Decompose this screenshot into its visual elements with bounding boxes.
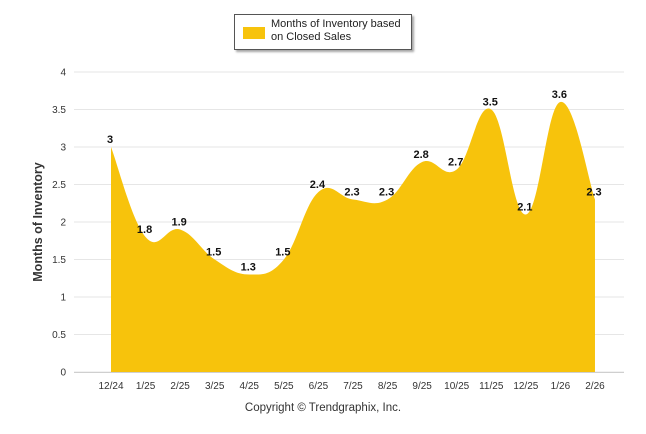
y-tick-label: 2.5 — [52, 180, 66, 191]
legend-label: Months of Inventory based on Closed Sale… — [271, 18, 401, 43]
y-tick-label: 0 — [60, 368, 66, 379]
y-tick-label: 1.5 — [52, 255, 66, 266]
y-tick-label: 3.5 — [52, 105, 66, 116]
y-tick-label: 4 — [60, 68, 66, 79]
data-label: 1.5 — [206, 247, 221, 259]
data-label: 1.5 — [275, 247, 290, 259]
legend: Months of Inventory based on Closed Sale… — [234, 14, 412, 50]
x-tick-label: 1/26 — [551, 381, 571, 392]
copyright-text: Copyright © Trendgraphix, Inc. — [244, 402, 402, 414]
data-label: 1.3 — [241, 262, 256, 274]
data-label: 2.7 — [448, 157, 463, 169]
x-tick-label: 2/26 — [585, 381, 605, 392]
x-axis-ticks: 12/24 1/25 2/25 3/25 4/25 5/25 6/25 7/25 8/25 9/2… — [98, 381, 605, 392]
x-tick-label: 8/25 — [378, 381, 398, 392]
data-label: 3.5 — [483, 97, 498, 109]
data-label: 2.1 — [517, 202, 532, 214]
data-label: 2.3 — [379, 187, 394, 199]
y-axis-title: Months of Inventory — [31, 162, 45, 282]
y-axis-ticks: 0 0.5 1 1.5 2 2.5 3 3.5 4 — [52, 68, 66, 379]
x-tick-label: 4/25 — [240, 381, 260, 392]
data-label: 3.6 — [552, 89, 567, 101]
y-tick-label: 2 — [60, 218, 66, 229]
x-tick-label: 3/25 — [205, 381, 225, 392]
data-label: 2.3 — [344, 187, 359, 199]
x-tick-label: 11/25 — [479, 381, 504, 392]
data-labels: 3 1.8 1.9 1.5 1.3 1.5 2.4 2.3 2.3 2.8 2.7 3.5 2.1 3.6… — [107, 89, 602, 274]
x-tick-label: 10/25 — [444, 381, 469, 392]
x-tick-label: 5/25 — [274, 381, 294, 392]
legend-swatch — [243, 27, 265, 39]
data-label: 2.4 — [310, 179, 326, 191]
x-tick-label: 9/25 — [412, 381, 432, 392]
data-label: 2.8 — [413, 149, 428, 161]
data-label: 1.8 — [137, 224, 152, 236]
x-tick-label: 2/25 — [170, 381, 190, 392]
x-tick-label: 6/25 — [309, 381, 329, 392]
data-label: 1.9 — [171, 217, 186, 229]
x-tick-label: 7/25 — [343, 381, 363, 392]
x-tick-label: 12/24 — [98, 381, 123, 392]
x-tick-label: 1/25 — [136, 381, 156, 392]
x-tick-label: 12/25 — [513, 381, 538, 392]
y-tick-label: 0.5 — [52, 330, 66, 341]
data-label: 2.3 — [586, 187, 601, 199]
series-area — [111, 101, 595, 372]
y-tick-label: 1 — [60, 293, 66, 304]
y-tick-label: 3 — [60, 143, 66, 154]
data-label: 3 — [107, 134, 113, 146]
series-area-path — [111, 101, 595, 372]
